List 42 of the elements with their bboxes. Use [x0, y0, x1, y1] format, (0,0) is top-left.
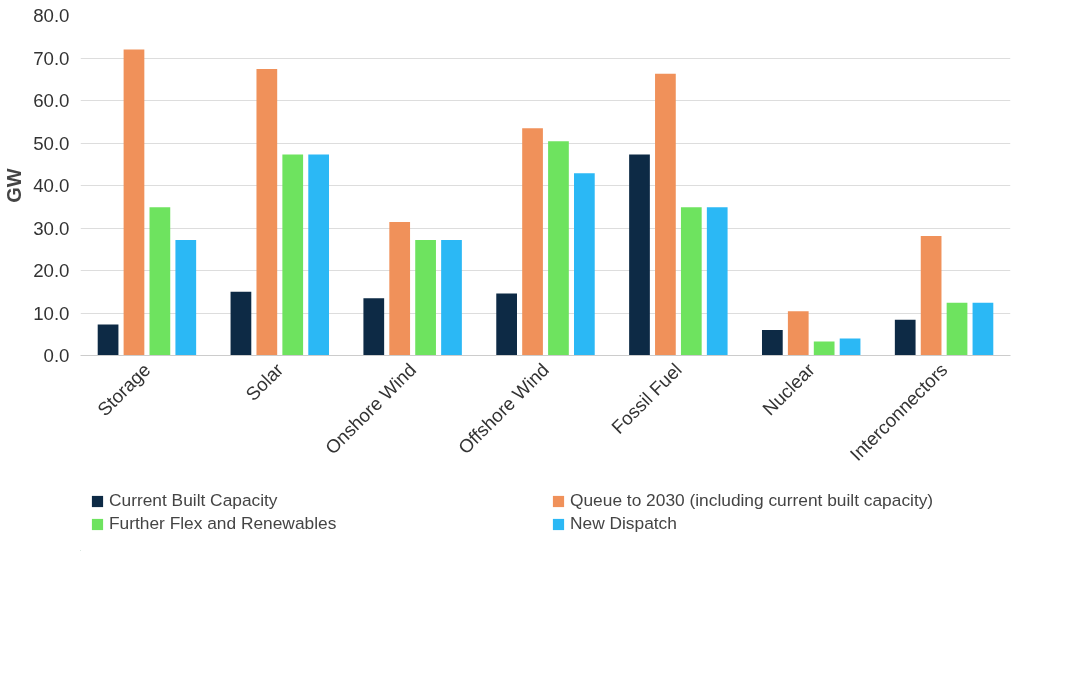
bar [123, 49, 145, 356]
bar [415, 239, 436, 356]
bar [97, 324, 119, 356]
bar [946, 302, 968, 356]
y-tick-label: 0.0 [43, 345, 70, 366]
bar [972, 302, 994, 356]
bar [363, 298, 385, 356]
legend-label: Queue to 2030 (including current built capacity) [570, 490, 935, 511]
y-tick-label: 70.0 [33, 47, 70, 69]
legend-label: Further Flex and Renewables [109, 513, 338, 534]
bar [282, 154, 304, 356]
y-tick-label: 20.0 [33, 260, 70, 281]
bar [441, 239, 462, 356]
bar [655, 73, 676, 356]
bar [787, 311, 809, 356]
y-tick-label: 40.0 [33, 175, 70, 196]
bar [522, 128, 543, 356]
legend-label: Current Built Capacity [109, 490, 279, 511]
bar [230, 291, 252, 356]
bar [496, 293, 517, 356]
y-tick-label: 50.0 [33, 132, 70, 154]
bar [629, 154, 650, 356]
bar [175, 239, 197, 356]
bar [813, 341, 835, 356]
bar [389, 222, 411, 356]
bar [920, 236, 942, 356]
y-tick-label: 30.0 [33, 217, 70, 239]
bar [149, 207, 171, 356]
bar [706, 207, 728, 356]
bar [894, 319, 916, 356]
y-tick-label: 10.0 [33, 302, 70, 324]
y-tick-label: 60.0 [33, 90, 70, 111]
y-axis-title: GW [3, 168, 26, 203]
bar [574, 173, 595, 356]
bar [548, 141, 569, 356]
bar [680, 207, 702, 356]
bar [256, 69, 278, 356]
legend-label: New Dispatch [570, 513, 678, 534]
bar [839, 338, 861, 356]
bar [761, 330, 783, 356]
bar [308, 154, 330, 356]
y-tick-label: 80.0 [33, 5, 70, 26]
